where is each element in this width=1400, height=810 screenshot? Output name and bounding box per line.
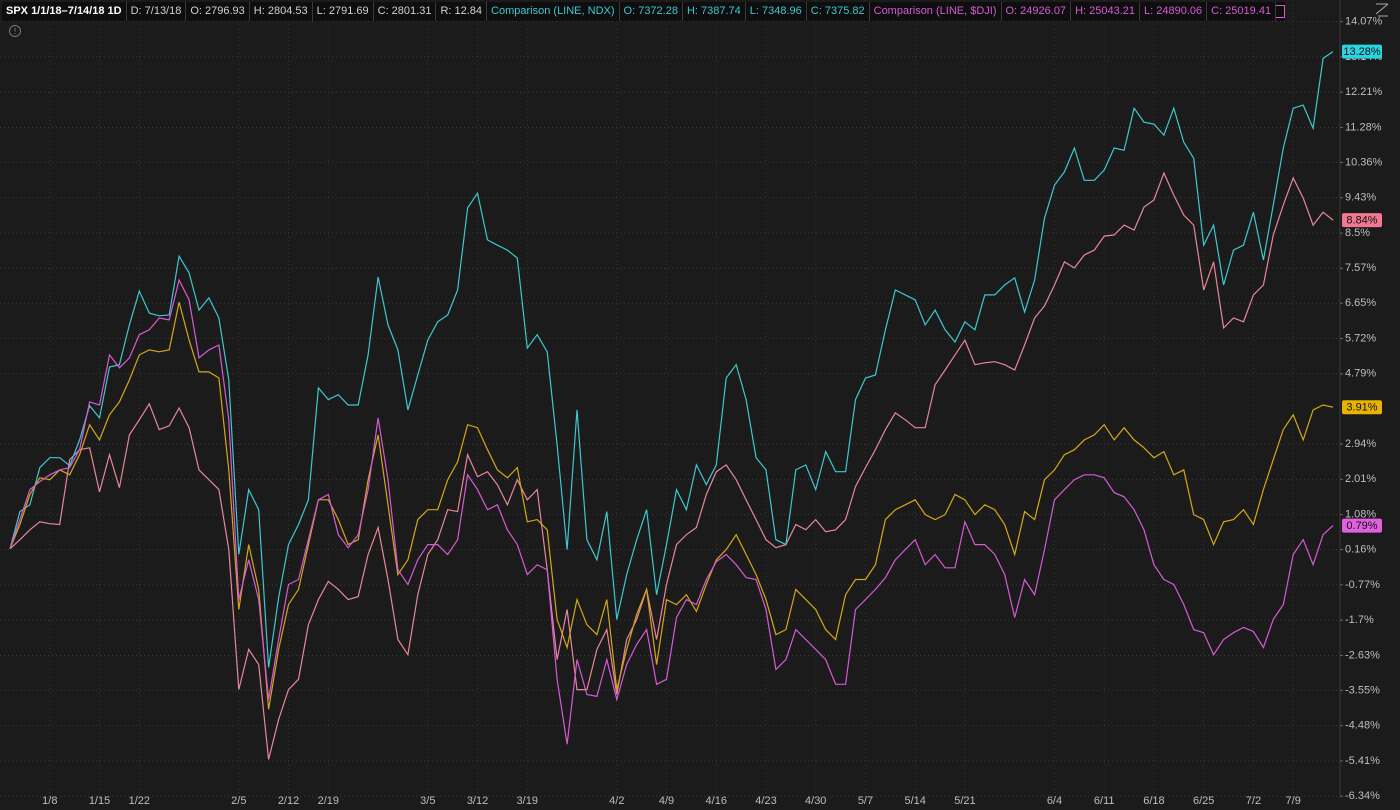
x-tick-label: 5/21 xyxy=(954,795,975,807)
series-line xyxy=(9,171,1334,760)
header-field: Comparison (LINE, NDX) xyxy=(487,2,620,21)
y-tick-label: 14.07% xyxy=(1345,16,1383,28)
header-bar: SPX 1/1/18–7/14/18 1D D: 7/13/18 O: 2796.9… xyxy=(2,2,1286,21)
x-tick-label: 1/8 xyxy=(42,795,57,807)
header-field: L: 7348.96 xyxy=(746,2,807,21)
header-field: H: 2804.53 xyxy=(250,2,313,21)
end-label-bg xyxy=(1342,213,1382,228)
y-tick-label: 4.79% xyxy=(1345,368,1376,380)
x-tick-label: 6/18 xyxy=(1143,795,1164,807)
y-tick-label: 2.01% xyxy=(1345,473,1376,485)
y-tick-label: 10.36% xyxy=(1345,156,1383,168)
header-field: C: 25019.41 xyxy=(1207,2,1277,21)
header-field: L: 24890.06 xyxy=(1140,2,1208,21)
x-tick-label: 3/5 xyxy=(420,795,435,807)
y-tick-label: -3.55% xyxy=(1345,684,1380,696)
header-field: SPX 1/1/18–7/14/18 1D xyxy=(2,2,127,21)
header-field: C: 7375.82 xyxy=(807,2,870,21)
end-label-bg xyxy=(1342,400,1382,415)
x-tick-label: 7/9 xyxy=(1286,795,1301,807)
x-tick-label: 5/7 xyxy=(858,795,873,807)
header-field: Comparison (LINE, $DJI) xyxy=(870,2,1002,21)
header-field: D: 7/13/18 xyxy=(127,2,187,21)
header-field: R: 12.84 xyxy=(436,2,488,21)
header-tail xyxy=(1276,5,1286,18)
end-label-bg xyxy=(1342,44,1382,59)
x-tick-label: 3/19 xyxy=(517,795,538,807)
x-tick-label: 5/14 xyxy=(904,795,925,807)
x-tick-label: 4/9 xyxy=(659,795,674,807)
header-field: L: 2791.69 xyxy=(313,2,374,21)
end-label: 8.84% xyxy=(1346,215,1377,227)
x-tick-label: 2/19 xyxy=(318,795,339,807)
expand-icon[interactable] xyxy=(1375,3,1389,17)
y-tick-label: -4.48% xyxy=(1345,720,1380,732)
x-tick-label: 6/4 xyxy=(1047,795,1062,807)
y-tick-label: -6.34% xyxy=(1345,790,1380,802)
x-tick-label: 2/12 xyxy=(278,795,299,807)
x-tick-label: 4/2 xyxy=(609,795,624,807)
header-field: O: 7372.28 xyxy=(620,2,683,21)
x-tick-label: 6/25 xyxy=(1193,795,1214,807)
y-tick-label: 8.5% xyxy=(1345,227,1370,239)
end-label: 3.91% xyxy=(1346,402,1377,414)
y-tick-label: 1.08% xyxy=(1345,509,1376,521)
end-label: 0.79% xyxy=(1346,520,1377,532)
y-tick-label: -0.77% xyxy=(1345,579,1380,591)
y-tick-label: 5.72% xyxy=(1345,332,1376,344)
info-icon xyxy=(9,25,21,37)
y-tick-label: 9.43% xyxy=(1345,192,1376,204)
y-tick-label: -5.41% xyxy=(1345,755,1380,767)
x-tick-label: 6/11 xyxy=(1094,795,1115,807)
x-tick-label: 4/23 xyxy=(755,795,776,807)
series-line xyxy=(9,301,1334,710)
y-tick-label: 7.57% xyxy=(1345,262,1376,274)
end-label-bg xyxy=(1342,518,1382,533)
x-tick-label: 1/15 xyxy=(89,795,110,807)
y-tick-label: 2.94% xyxy=(1345,438,1376,450)
x-tick-label: 4/16 xyxy=(706,795,727,807)
y-tick-label: 0.16% xyxy=(1345,543,1376,555)
x-tick-label: 1/22 xyxy=(129,795,150,807)
x-tick-label: 3/12 xyxy=(467,795,488,807)
x-tick-label: 7/2 xyxy=(1246,795,1261,807)
header-field: H: 7387.74 xyxy=(683,2,746,21)
y-tick-label: -1.7% xyxy=(1345,614,1374,626)
header-field: O: 24926.07 xyxy=(1002,2,1072,21)
y-tick-label: 6.65% xyxy=(1345,297,1376,309)
header-field: H: 25043.21 xyxy=(1071,2,1140,21)
y-tick-label: 11.28% xyxy=(1345,121,1382,133)
series-line xyxy=(9,278,1334,745)
y-tick-label: 12.21% xyxy=(1345,86,1383,98)
header-field: C: 2801.31 xyxy=(374,2,437,21)
end-label: 13.28% xyxy=(1343,46,1381,58)
series-line xyxy=(9,51,1334,668)
x-tick-label: 4/30 xyxy=(805,795,826,807)
y-tick-label: -2.63% xyxy=(1345,649,1380,661)
x-tick-label: 2/5 xyxy=(231,795,246,807)
header-field: O: 2796.93 xyxy=(186,2,250,21)
